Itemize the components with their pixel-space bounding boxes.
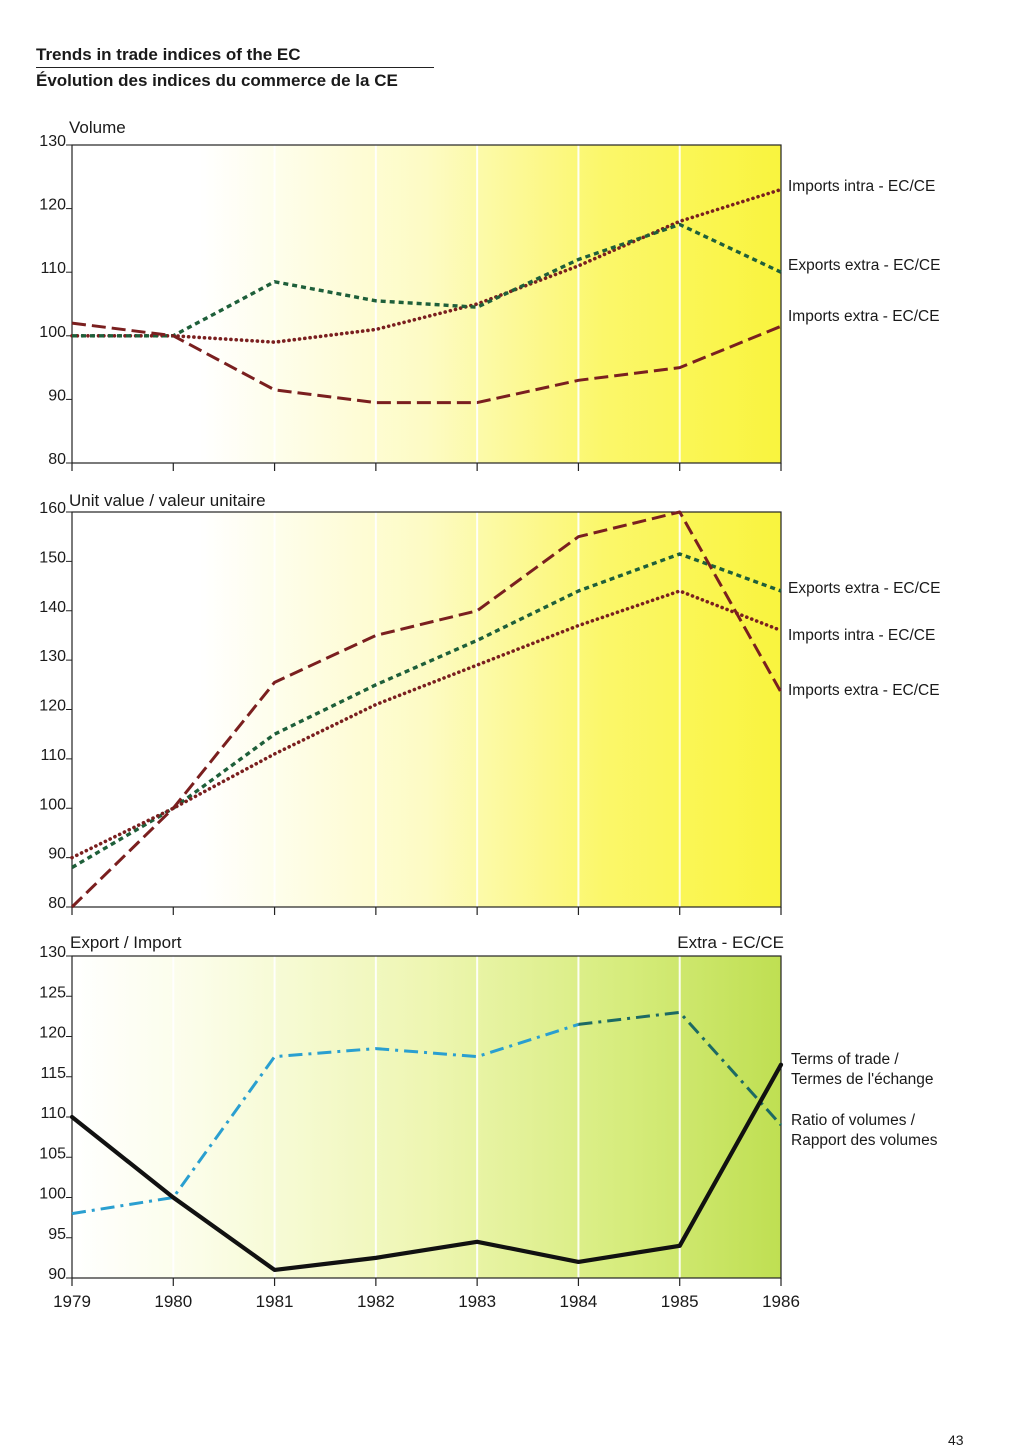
series-line-unit_value-1 — [70, 589, 783, 860]
series-line-unit_value-2 — [70, 510, 783, 909]
panel-frame — [71, 144, 782, 464]
x-tick-label: 1984 — [560, 1292, 598, 1311]
series-line-export_import-0-end — [578, 1010, 783, 1127]
x-tick-label: 1979 — [53, 1292, 91, 1311]
panel-title: Export / Import — [70, 933, 182, 952]
y-tick-label: 80 — [48, 451, 66, 468]
panel-title: Volume — [69, 118, 126, 137]
y-tick-label: 130 — [39, 648, 66, 665]
y-tick-label: 130 — [39, 133, 66, 150]
title-french: Évolution des indices du commerce de la … — [36, 71, 398, 90]
x-tick-label: 1986 — [762, 1292, 800, 1311]
title-block: Trends in trade indices of the EC Évolut… — [36, 44, 434, 92]
y-tick-label: 80 — [48, 895, 66, 912]
x-tick-label: 1980 — [154, 1292, 192, 1311]
y-tick-label: 105 — [39, 1145, 66, 1162]
series-line-volume-1 — [72, 222, 782, 338]
panel-title: Unit value / valeur unitaire — [69, 491, 266, 510]
y-tick-label: 120 — [39, 1025, 66, 1042]
y-tick-label: 110 — [40, 747, 66, 764]
y-tick-label: 150 — [39, 549, 66, 566]
legend-label: Imports extra - EC/CE — [788, 308, 940, 325]
y-tick-label: 90 — [48, 387, 66, 404]
y-tick-label: 100 — [39, 324, 66, 341]
y-tick-label: 140 — [39, 599, 66, 616]
y-tick-label: 120 — [39, 698, 66, 715]
legend-label: Ratio of volumes / — [791, 1112, 916, 1129]
y-tick-label: 110 — [40, 260, 66, 277]
y-tick-label: 160 — [39, 500, 66, 517]
y-tick-label: 95 — [48, 1226, 66, 1243]
legend-label: Imports extra - EC/CE — [788, 682, 940, 699]
series-line-unit_value-0 — [71, 552, 782, 869]
y-tick-label: 100 — [39, 1186, 66, 1203]
y-tick-label: 100 — [39, 796, 66, 813]
x-tick-label: 1982 — [357, 1292, 395, 1311]
x-tick-label: 1981 — [256, 1292, 294, 1311]
series-line-volume-2 — [71, 321, 782, 405]
y-tick-label: 120 — [39, 197, 66, 214]
y-tick-label: 110 — [40, 1105, 66, 1122]
legend-label: Imports intra - EC/CE — [788, 178, 935, 195]
x-tick-label: 1983 — [458, 1292, 496, 1311]
page-number: 43 — [948, 1432, 964, 1448]
legend-label: Terms of trade / — [791, 1051, 899, 1068]
series-line-export_import-0 — [71, 1022, 579, 1216]
panel-subtitle: Extra - EC/CE — [677, 933, 784, 952]
y-tick-label: 115 — [40, 1065, 66, 1082]
panel-unit_value: 80 90 100 110 120 130 140 150 160 Unit value / va… — [39, 491, 940, 915]
legend-label: Exports extra - EC/CE — [788, 257, 940, 274]
panel-background — [72, 956, 781, 1278]
panel-background — [72, 512, 781, 907]
series-line-export_import-1 — [69, 1062, 784, 1273]
y-tick-label: 90 — [48, 846, 66, 863]
title-divider — [36, 67, 434, 68]
title-english: Trends in trade indices of the EC — [36, 45, 301, 64]
legend-label-fr: Termes de l'échange — [791, 1071, 934, 1088]
legend-label: Exports extra - EC/CE — [788, 580, 940, 597]
legend-label-fr: Rapport des volumes — [791, 1132, 938, 1149]
x-tick-label: 1985 — [661, 1292, 699, 1311]
y-tick-label: 130 — [39, 944, 66, 961]
y-tick-label: 125 — [39, 984, 66, 1001]
legend-label: Imports intra - EC/CE — [788, 627, 935, 644]
y-tick-label: 90 — [48, 1266, 66, 1283]
